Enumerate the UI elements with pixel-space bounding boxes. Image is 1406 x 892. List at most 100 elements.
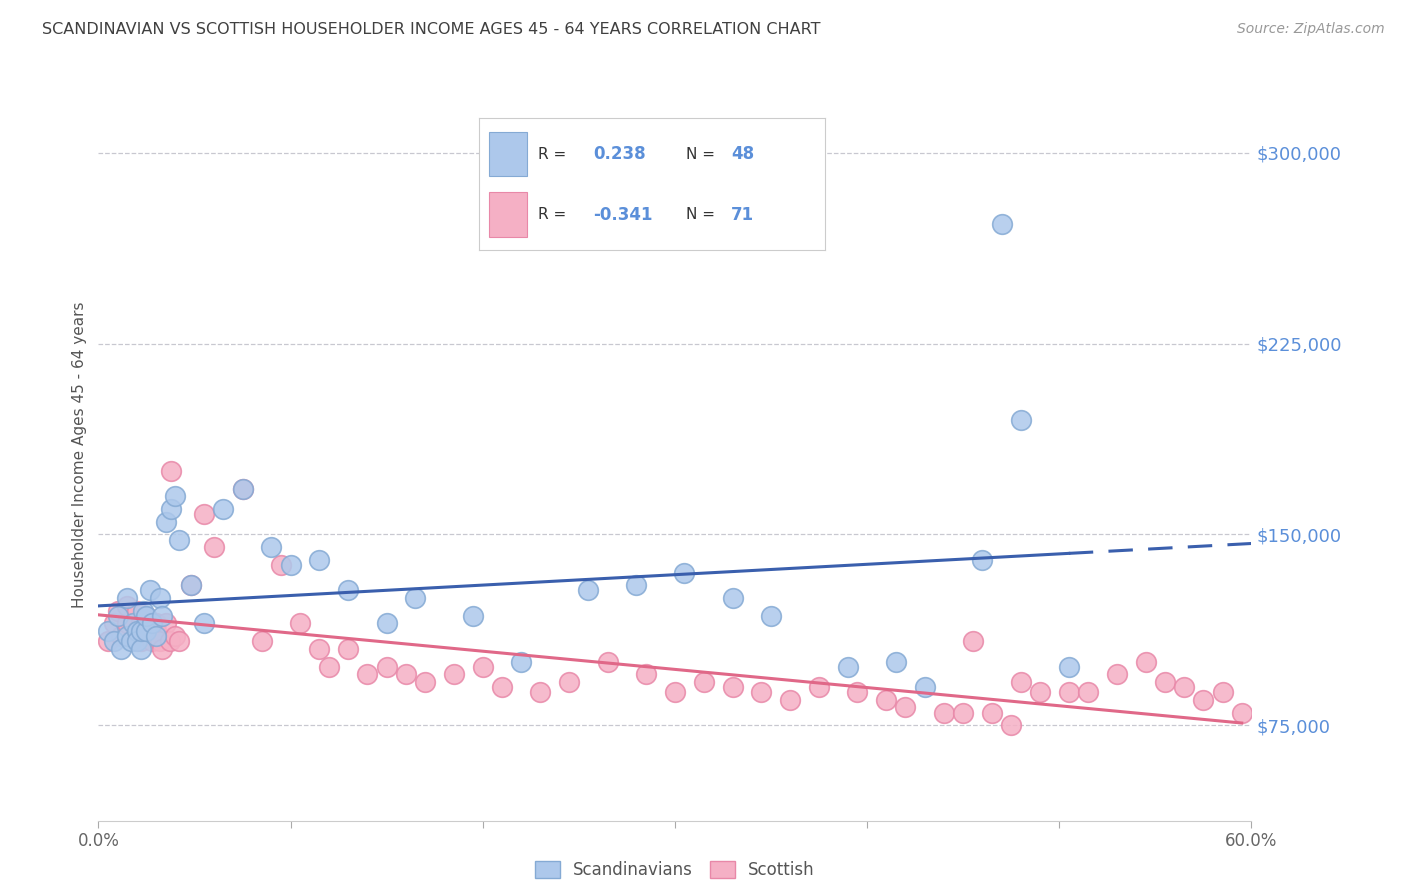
Point (135, 624, 157, 639)
Point (145, 616, 167, 631)
Point (1230, 706, 1253, 720)
Point (212, 502, 235, 516)
Point (375, 659, 398, 673)
Point (290, 616, 312, 631)
Point (1077, 685, 1099, 699)
Point (129, 634, 152, 648)
Point (395, 667, 418, 681)
Point (1029, 685, 1052, 699)
Point (155, 616, 177, 631)
Point (1135, 655, 1157, 669)
Point (131, 604, 153, 618)
Point (129, 624, 152, 639)
Point (125, 624, 148, 639)
Point (846, 685, 869, 699)
Point (914, 680, 936, 694)
Point (405, 591, 427, 605)
Point (952, 706, 974, 720)
Point (167, 533, 190, 547)
Point (202, 540, 225, 554)
Legend: Scandinavians, Scottish: Scandinavians, Scottish (529, 854, 821, 886)
Point (141, 634, 163, 648)
Point (721, 680, 744, 694)
Point (894, 700, 917, 714)
Point (1000, 718, 1022, 732)
Point (318, 659, 340, 673)
Point (875, 693, 897, 707)
Point (990, 217, 1012, 231)
Point (673, 566, 696, 580)
Point (150, 608, 173, 623)
Point (884, 655, 907, 669)
Point (125, 624, 148, 639)
Point (117, 629, 138, 643)
Point (149, 591, 172, 605)
Point (135, 624, 157, 639)
Point (180, 578, 202, 592)
Point (129, 641, 152, 656)
Point (981, 706, 1004, 720)
Point (145, 629, 167, 643)
Point (139, 629, 162, 643)
Point (375, 616, 398, 631)
Point (962, 634, 984, 648)
Point (558, 675, 581, 690)
Point (139, 583, 162, 598)
Point (751, 685, 773, 699)
Point (165, 489, 187, 503)
Point (129, 616, 152, 631)
Text: SCANDINAVIAN VS SCOTTISH HOUSEHOLDER INCOME AGES 45 - 64 YEARS CORRELATION CHART: SCANDINAVIAN VS SCOTTISH HOUSEHOLDER INC… (42, 22, 821, 37)
Point (250, 634, 273, 648)
Point (693, 675, 716, 690)
Point (721, 591, 744, 605)
Point (1192, 693, 1215, 707)
Point (117, 599, 138, 613)
Point (634, 667, 657, 681)
Point (1173, 680, 1195, 694)
Point (529, 685, 551, 699)
Point (103, 634, 125, 648)
Point (1057, 685, 1080, 699)
Point (837, 659, 859, 673)
Point (626, 578, 648, 592)
Point (1154, 675, 1177, 690)
Y-axis label: Householder Income Ages 45 - 64 years: Householder Income Ages 45 - 64 years (72, 301, 87, 608)
Point (510, 655, 533, 669)
Point (576, 583, 599, 598)
Point (972, 553, 994, 567)
Point (155, 515, 177, 529)
Point (97, 624, 120, 639)
Point (141, 616, 163, 631)
Point (231, 482, 254, 496)
Point (165, 629, 187, 643)
Point (356, 667, 378, 681)
Point (308, 553, 330, 567)
Point (1010, 413, 1032, 427)
Point (337, 641, 360, 656)
Point (160, 464, 183, 478)
Point (308, 641, 330, 656)
Point (596, 655, 619, 669)
Point (135, 608, 157, 623)
Point (260, 540, 283, 554)
Point (1105, 667, 1128, 681)
Point (337, 583, 360, 598)
Point (932, 706, 955, 720)
Point (413, 675, 436, 690)
Point (1057, 659, 1080, 673)
Point (922, 858, 945, 872)
Point (180, 578, 202, 592)
Point (443, 667, 465, 681)
Point (779, 693, 801, 707)
Point (193, 507, 215, 521)
Point (125, 634, 148, 648)
Point (167, 634, 190, 648)
Point (1010, 675, 1032, 690)
Point (97, 634, 120, 648)
Point (231, 482, 254, 496)
Point (270, 558, 292, 572)
Point (110, 641, 132, 656)
Point (491, 680, 513, 694)
Point (122, 616, 145, 631)
Point (160, 502, 183, 516)
